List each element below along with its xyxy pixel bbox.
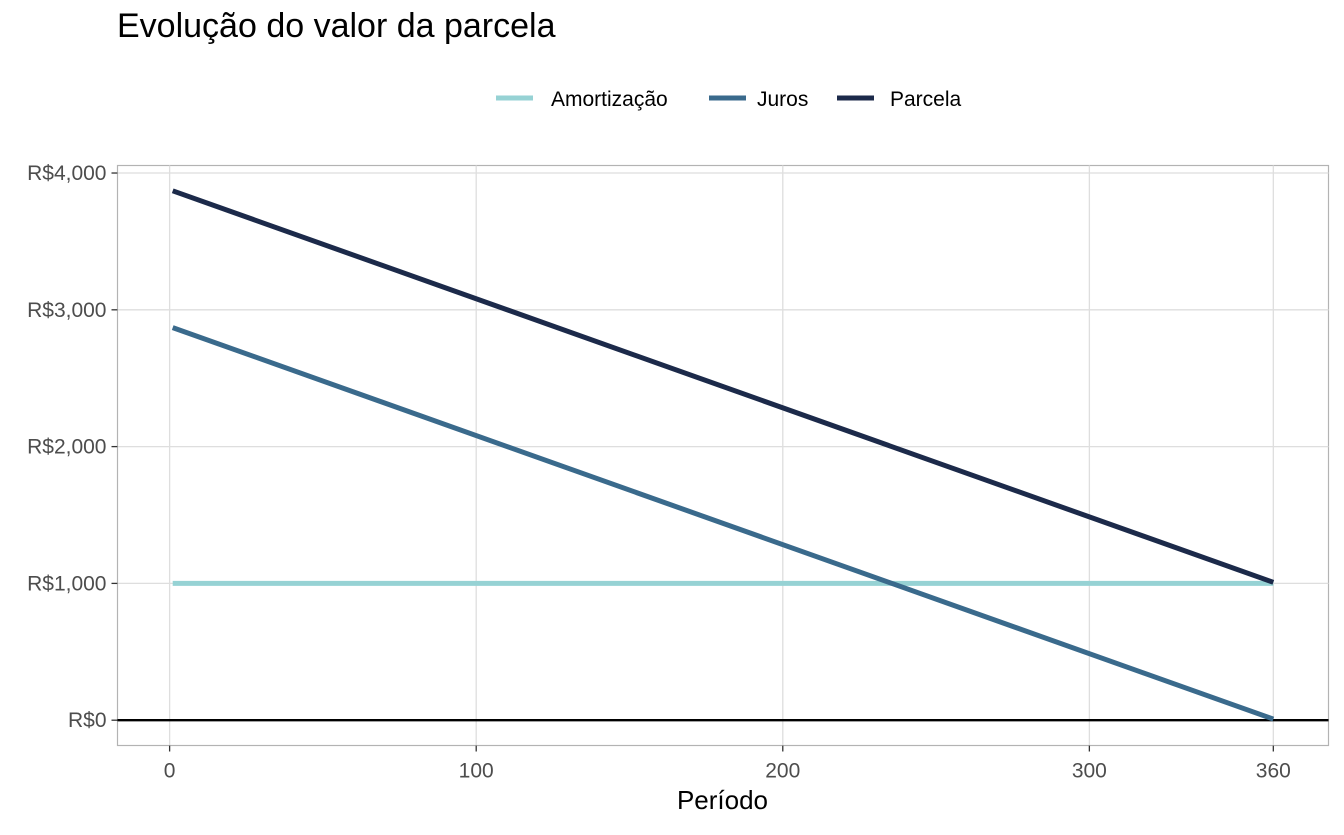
y-tick-label: R$1,000 <box>27 572 106 595</box>
legend-label-1: Juros <box>757 88 808 111</box>
x-axis: 0 100 200 300 360 <box>164 745 1291 783</box>
x-tick-label: 300 <box>1072 760 1107 783</box>
y-tick-label: R$2,000 <box>27 436 106 459</box>
y-tick-label: R$0 <box>68 709 107 732</box>
series-lines <box>171 188 1275 722</box>
x-axis-label: Período <box>677 785 768 815</box>
y-axis: R$0 R$1,000 R$2,000 R$3,000 R$4,000 <box>27 162 118 732</box>
plot-panel-border <box>116 164 1330 747</box>
series-line-2 <box>171 188 1275 585</box>
y-tick-label: R$3,000 <box>27 299 106 322</box>
x-tick-label: 200 <box>765 760 800 783</box>
chart-title: Evolução do valor da parcela <box>117 7 556 45</box>
series-line-1 <box>171 325 1275 722</box>
legend-label-0: Amortização <box>551 88 668 111</box>
x-tick-label: 360 <box>1256 760 1291 783</box>
y-tick-label: R$4,000 <box>27 162 106 185</box>
x-tick-label: 0 <box>164 760 176 783</box>
legend: Amortização Juros Parcela <box>496 88 962 111</box>
legend-label-2: Parcela <box>890 88 962 111</box>
grid-lines <box>117 165 1329 746</box>
x-tick-label: 100 <box>459 760 494 783</box>
